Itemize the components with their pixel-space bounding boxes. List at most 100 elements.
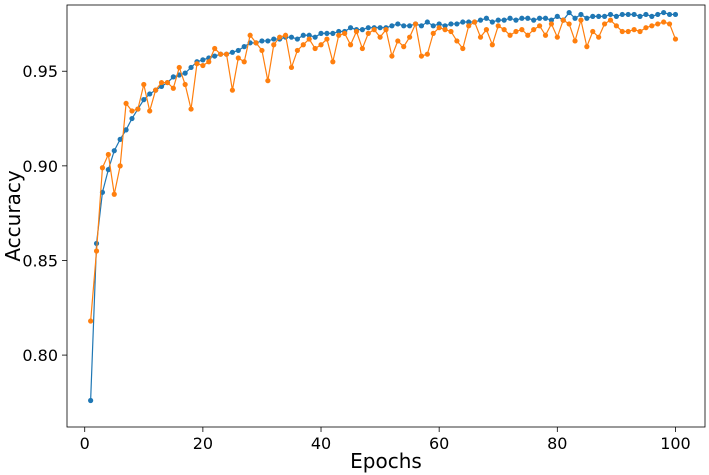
series-1-point: [601, 13, 608, 19]
series-2-point: [472, 19, 478, 25]
series-2-point: [117, 163, 123, 169]
series-2-point: [170, 85, 176, 91]
series-2-point: [288, 64, 295, 71]
series-1-point: [241, 44, 247, 50]
series-2-point: [619, 28, 625, 35]
series-1-point: [596, 13, 602, 19]
series-1-point: [672, 11, 679, 18]
series-2-point: [501, 27, 507, 33]
series-1-point: [318, 30, 324, 36]
series-1-point: [377, 25, 383, 31]
series-1: [88, 9, 679, 404]
series-2-point: [99, 165, 106, 171]
series-1-point: [460, 19, 466, 25]
series-1-point: [111, 148, 117, 154]
series-1-point: [312, 34, 318, 40]
series-2-point: [135, 106, 141, 112]
series-1-point: [123, 127, 129, 133]
series-1-point: [637, 13, 643, 19]
series-1-point: [584, 15, 590, 21]
series-1-point: [229, 49, 236, 55]
series-1-point: [306, 32, 312, 38]
series-2-point: [312, 45, 318, 52]
series-1-point: [661, 9, 667, 16]
series-1-point: [448, 21, 454, 27]
series-2-point: [123, 100, 129, 107]
series-2-point: [489, 42, 495, 48]
series-2-point: [430, 30, 436, 36]
series-2-point: [241, 59, 247, 65]
series-2-point: [105, 151, 111, 158]
series-2-point: [448, 28, 454, 35]
series-2-point: [217, 51, 224, 57]
series-1-point: [430, 23, 436, 29]
series-1-point: [365, 25, 371, 31]
series-2-point: [483, 27, 490, 33]
series-1-point: [489, 19, 495, 25]
series-2-point: [383, 27, 389, 33]
series-1-point: [525, 15, 531, 21]
series-2-point: [347, 42, 354, 48]
series-1-point: [105, 167, 111, 173]
series-1-point: [631, 11, 637, 18]
series-1-point: [548, 17, 555, 23]
y-tick-label: 0.80: [22, 346, 58, 365]
series-1-point: [501, 17, 507, 23]
series-2-point: [395, 38, 401, 44]
series-1-point: [141, 97, 147, 103]
series-1-point: [442, 23, 448, 29]
series-2-point: [247, 32, 253, 38]
series-1-point: [265, 38, 271, 44]
series-1-point: [643, 11, 649, 18]
series-1-point: [436, 21, 442, 27]
series-1-point: [212, 53, 218, 59]
series-1-point: [147, 91, 153, 97]
series-2-line: [90, 19, 677, 322]
x-tick-label: 80: [547, 434, 567, 453]
series-1-point: [88, 397, 94, 404]
series-2-point: [519, 27, 525, 33]
series-1-point: [288, 34, 295, 40]
y-axis: 0.80 0.85 0.90 0.95: [22, 62, 67, 365]
series-2-point: [182, 81, 188, 88]
series-2-point: [548, 21, 555, 27]
series-2-point: [306, 36, 312, 42]
series-2-point: [643, 25, 649, 31]
series-1-point: [294, 36, 300, 42]
series-2-point: [282, 32, 289, 38]
series-1-point: [513, 17, 519, 23]
series-1-point: [566, 9, 572, 16]
series-2-point: [466, 23, 472, 29]
series-1-point: [330, 30, 336, 36]
series-2-point: [330, 59, 336, 65]
series-1-point: [613, 13, 619, 19]
series-1-point: [259, 38, 265, 44]
x-tick-label: 20: [193, 434, 213, 453]
series-2-point: [424, 51, 430, 57]
series-1-point: [182, 70, 188, 76]
series-2-point: [613, 23, 619, 29]
series-2-point: [212, 45, 218, 52]
series-1-point: [572, 15, 578, 21]
series-1-point: [507, 15, 513, 21]
series-2-point: [88, 318, 94, 324]
series-1-point: [536, 15, 543, 21]
series-1-point: [424, 19, 430, 25]
series-2-point: [153, 87, 159, 93]
x-tick-label: 60: [429, 434, 449, 453]
series-2-point: [206, 59, 212, 65]
series-1-point: [519, 15, 525, 21]
series-2-point: [560, 17, 566, 23]
series-2-point: [194, 61, 200, 67]
series-1-point: [655, 11, 661, 18]
series-1-point: [418, 23, 425, 29]
y-tick-label: 0.95: [22, 62, 58, 81]
y-tick-label: 0.90: [22, 157, 58, 176]
series-1-point: [477, 17, 484, 23]
series-2-point: [631, 27, 637, 33]
series-2-point: [353, 28, 360, 35]
series-2-point: [111, 191, 117, 197]
series-2-point: [495, 23, 501, 29]
series-2-point: [412, 21, 419, 27]
series-2-point: [572, 38, 578, 44]
